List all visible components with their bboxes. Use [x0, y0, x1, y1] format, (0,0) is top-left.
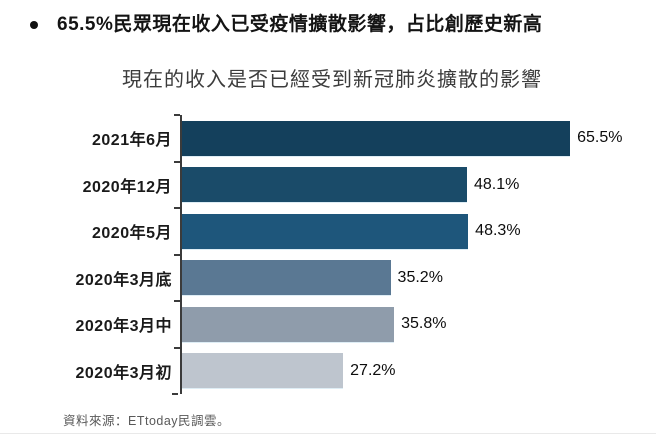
plot-area: 48.1% [174, 160, 656, 208]
bar [182, 120, 571, 156]
divider [0, 433, 656, 434]
value-label: 48.3% [475, 222, 521, 240]
plot-area: 48.3% [174, 207, 656, 255]
plot-area: 35.2% [174, 253, 656, 301]
plot-area: 65.5% [174, 114, 656, 162]
chart-row: 2020年3月底 35.2% [0, 253, 656, 301]
value-label: 27.2% [350, 361, 396, 379]
bar [182, 353, 344, 389]
chart-row: 2021年6月 65.5% [0, 114, 656, 162]
value-label: 35.8% [401, 315, 447, 333]
bar [182, 213, 469, 249]
value-label: 65.5% [577, 129, 623, 147]
chart-row: 2020年5月 48.3% [0, 207, 656, 255]
value-label: 35.2% [397, 268, 443, 286]
bar [182, 306, 395, 342]
category-label: 2020年5月 [92, 225, 172, 243]
plot-area: 35.8% [174, 300, 656, 348]
chart-title: 現在的收入是否已經受到新冠肺炎擴散的影響 [122, 69, 542, 91]
category-label: 2020年3月底 [75, 271, 172, 289]
category-label: 2020年12月 [82, 178, 172, 196]
chart-row: 2020年3月中 35.8% [0, 300, 656, 348]
source-note: 資料來源：ETtoday民調雲。 [63, 414, 231, 428]
category-label: 2020年3月中 [75, 318, 172, 336]
bullet-icon [30, 21, 38, 29]
category-label: 2020年3月初 [75, 364, 172, 382]
chart-row: 2020年12月 48.1% [0, 160, 656, 208]
chart-row: 2020年3月初 27.2% [0, 346, 656, 394]
category-label: 2021年6月 [92, 132, 172, 150]
headline: 65.5%民眾現在收入已受疫情擴散影響，占比創歷史新高 [30, 12, 646, 38]
plot-area: 27.2% [174, 346, 656, 394]
headline-text: 65.5%民眾現在收入已受疫情擴散影響，占比創歷史新高 [57, 14, 543, 35]
bar [182, 167, 467, 203]
bar-chart: 2021年6月 65.5% 2020年12月 48.1% 2020年5月 48.… [0, 114, 656, 395]
value-label: 48.1% [473, 175, 520, 193]
bar [182, 260, 391, 296]
